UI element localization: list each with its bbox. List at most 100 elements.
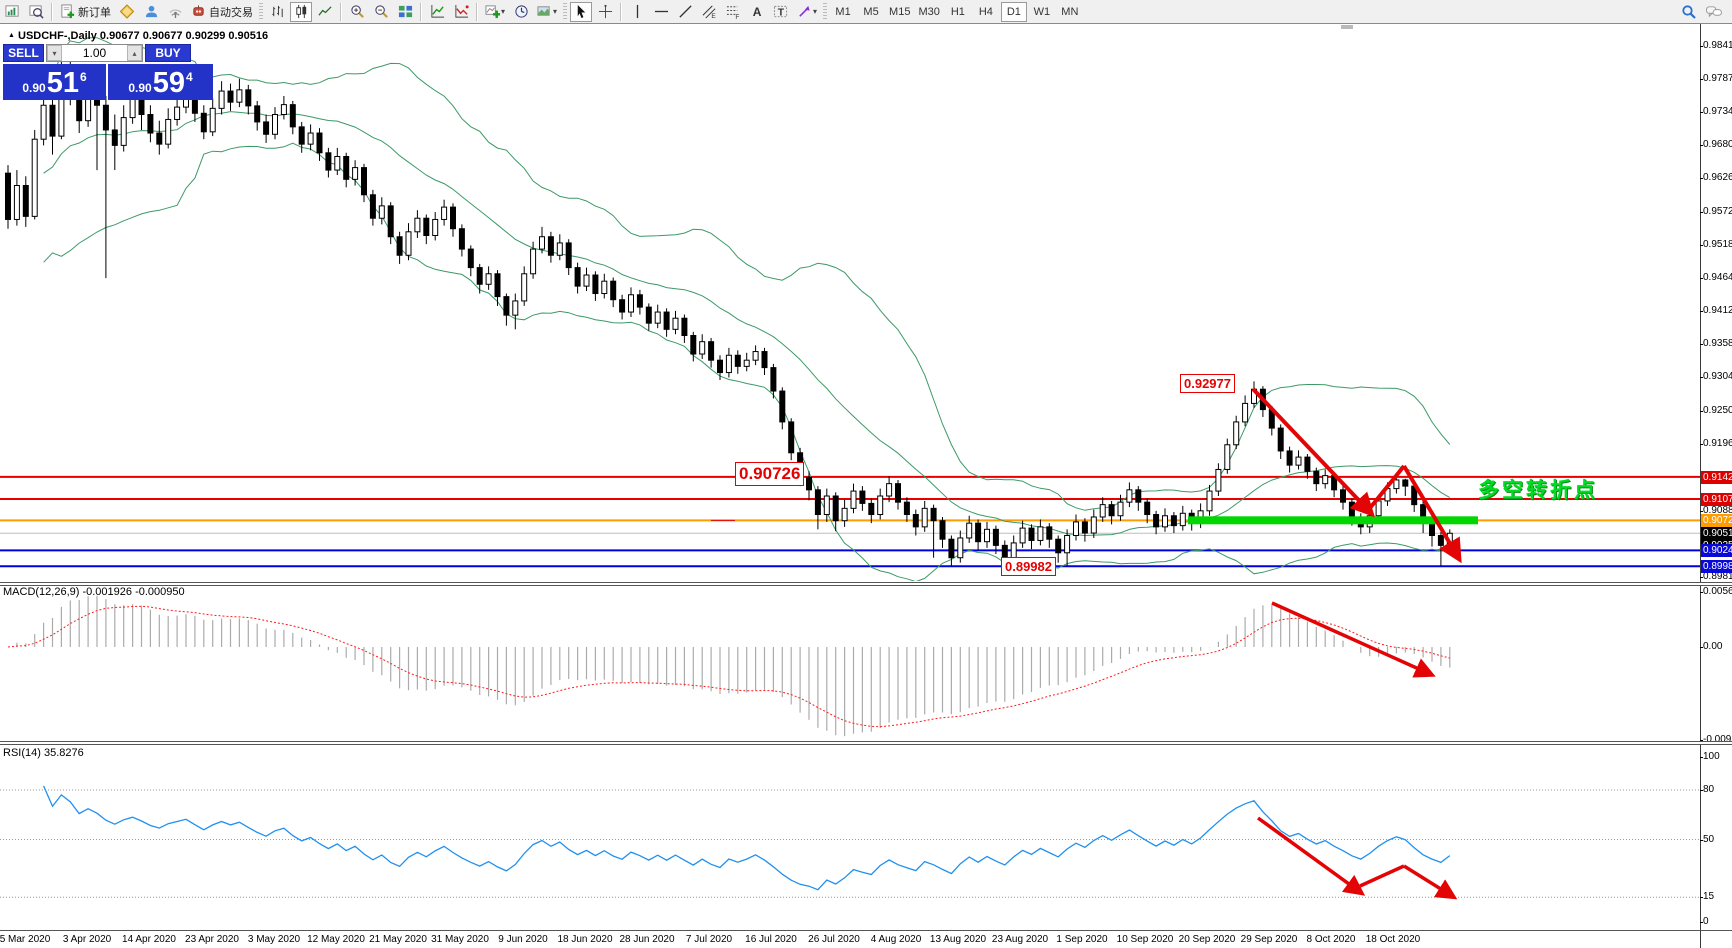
trend-arrow[interactable] [1359, 864, 1405, 888]
candle-down [610, 280, 617, 301]
buy-price-display[interactable]: 0.90 59 4 [108, 64, 213, 100]
candle-down [450, 206, 456, 230]
volume-value[interactable]: 1.00 [82, 46, 107, 60]
fibonacci-tool-button[interactable]: F [722, 2, 744, 22]
trend-arrow[interactable] [1402, 464, 1462, 564]
window-splitter-handle[interactable] [1341, 25, 1353, 29]
candle-down [227, 90, 234, 103]
candle-up [352, 167, 359, 180]
candle-up [957, 537, 964, 559]
volume-increase-button[interactable]: ▴ [127, 45, 142, 61]
candle-up [1242, 402, 1249, 423]
trend-arrow[interactable] [1368, 464, 1406, 510]
candle-up [441, 206, 448, 220]
candle-down [975, 522, 982, 543]
autotrade-button[interactable]: 自动交易 [188, 2, 256, 22]
timeframe-M15[interactable]: M15 [889, 5, 911, 18]
candle-down [1170, 515, 1177, 527]
candle-down [1348, 501, 1355, 518]
trend-arrow[interactable] [1271, 601, 1436, 678]
toolbar-grip[interactable] [823, 2, 828, 21]
candle-down [832, 495, 839, 522]
trend-arrow[interactable] [1256, 816, 1366, 896]
rsi-line [43, 785, 1451, 891]
chat-icon[interactable] [1702, 2, 1726, 22]
new-order-button[interactable]: 新订单 [57, 2, 114, 22]
trendline-tool-button[interactable] [674, 2, 696, 22]
vertical-line-tool-button[interactable] [626, 2, 648, 22]
buy-button[interactable]: BUY [145, 44, 191, 62]
timeframe-H4[interactable]: H4 [978, 5, 993, 18]
toolbar-grip[interactable] [563, 2, 568, 21]
history-center-icon[interactable] [116, 2, 138, 22]
trend-arrow[interactable] [1251, 387, 1375, 518]
candle-up [13, 185, 20, 220]
candle-down [325, 152, 332, 171]
add-indicator-button[interactable]: ▾ [482, 2, 508, 22]
label-tool-button[interactable]: T [770, 2, 792, 22]
candle-up [120, 117, 127, 146]
templates-button[interactable]: ▾ [534, 2, 560, 22]
bar-chart-mode-button[interactable] [266, 2, 288, 22]
candle-down [681, 317, 688, 337]
timeframe-D1[interactable]: D1 [1000, 1, 1027, 22]
signal-icon[interactable] [164, 2, 186, 22]
candle-up [334, 155, 341, 171]
zoom-in-button[interactable] [346, 2, 368, 22]
price-callout-0.92977[interactable]: 0.92977 [1180, 374, 1235, 393]
timeframe-MN[interactable]: MN [1061, 5, 1079, 18]
new-chart-button[interactable] [1, 2, 23, 22]
trend-arrow[interactable] [1403, 864, 1458, 900]
timeframe-H1[interactable]: H1 [950, 5, 965, 18]
chart-profiles-button[interactable] [25, 2, 47, 22]
support-zone-bar[interactable] [1188, 516, 1478, 525]
price-callout-0.89982[interactable]: 0.89982 [1001, 557, 1056, 576]
text-tool-button[interactable]: A [746, 2, 768, 22]
candle-down [22, 185, 29, 217]
candle-up [1090, 516, 1097, 534]
candle-up [31, 138, 38, 217]
objects-window-button[interactable] [450, 2, 472, 22]
toolbar-grip[interactable] [259, 2, 263, 21]
line-chart-mode-button[interactable] [314, 2, 336, 22]
period-clock-button[interactable] [510, 2, 532, 22]
chart-window[interactable] [0, 24, 1732, 948]
candle-up [699, 341, 706, 355]
timeframe-M5[interactable]: M5 [863, 5, 879, 18]
candle-down [369, 194, 376, 219]
channel-tool-button[interactable]: E [698, 2, 720, 22]
candlestick-mode-button[interactable] [290, 1, 312, 22]
toolbar-separator [620, 2, 623, 21]
crosshair-tool-button[interactable] [594, 2, 616, 22]
timeframe-M1[interactable]: M1 [835, 5, 851, 18]
main-toolbar: 新订单 自动交易 ▾ [0, 0, 1732, 24]
candle-up [272, 114, 278, 135]
candle-down [387, 205, 394, 238]
candle-down [1429, 522, 1435, 537]
community-icon[interactable] [140, 2, 162, 22]
dropdown-caret-icon: ▾ [501, 7, 506, 16]
candle-down [1028, 527, 1035, 541]
toolbar-separator [420, 2, 422, 21]
timeframe-W1[interactable]: W1 [1033, 5, 1051, 18]
candle-up [966, 522, 973, 539]
candle-up [1233, 421, 1240, 446]
tile-windows-button[interactable] [394, 2, 416, 22]
price-axis-border [1700, 24, 1701, 948]
zoom-out-button[interactable] [370, 2, 392, 22]
candle-down [138, 98, 145, 116]
volume-decrease-button[interactable]: ▾ [47, 45, 62, 61]
sell-button[interactable]: SELL [3, 44, 44, 62]
candle-up [280, 104, 287, 116]
horizontal-line-tool-button[interactable] [650, 2, 672, 22]
arrows-tool-button[interactable]: ▾ [794, 2, 820, 22]
indicators-window-button[interactable] [426, 2, 448, 22]
candle-up [850, 490, 857, 509]
timeframe-M30[interactable]: M30 [918, 5, 940, 18]
search-icon[interactable] [1678, 2, 1700, 22]
buy-price-big: 59 [152, 67, 185, 99]
sell-price-display[interactable]: 0.90 51 6 [3, 64, 106, 100]
price-callout-0.90726[interactable]: 0.90726 [735, 462, 805, 486]
cursor-tool-button[interactable] [570, 1, 593, 22]
